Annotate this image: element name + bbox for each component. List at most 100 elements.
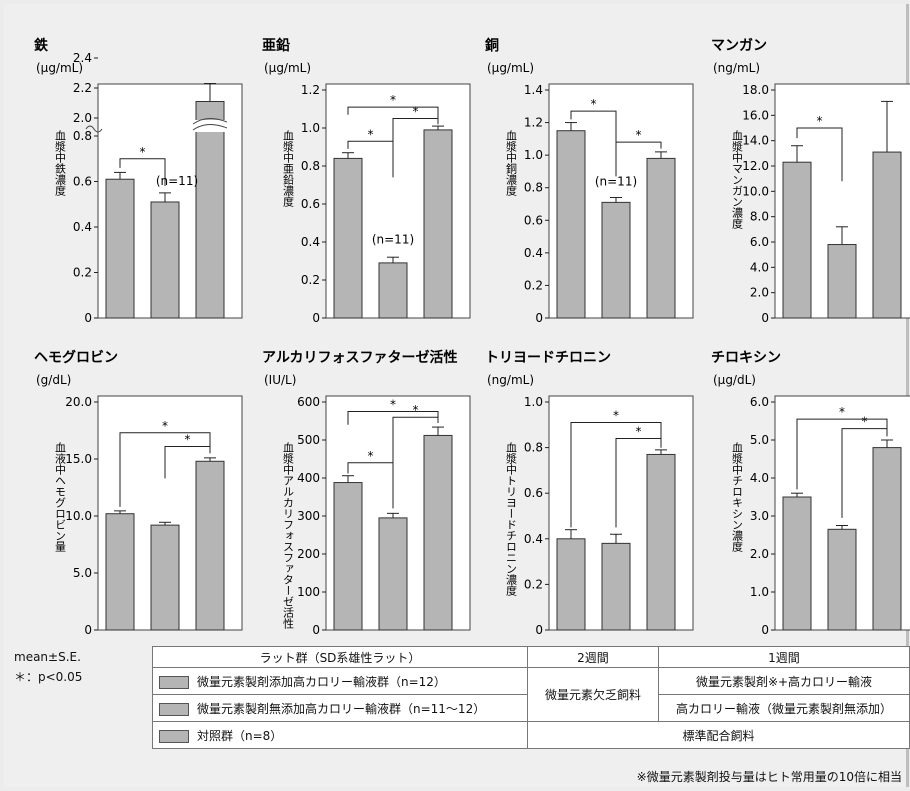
y-tick-label: 0 bbox=[312, 623, 320, 637]
bar bbox=[827, 244, 857, 319]
chart-svg: ヘモグロビン (g/dL) 0 5.0 10.0 15.0 20.0 血液中ヘモグロビン量 * * bbox=[34, 349, 243, 637]
legend-table: ラット群（SD系雄性ラット） 2週間 1週間 微量元素製剤添加高カロリー輸液群（… bbox=[152, 646, 910, 760]
y-tick-label: 0 bbox=[312, 311, 320, 325]
significance-star: * bbox=[613, 409, 619, 423]
y-tick-label: 1.2 bbox=[301, 83, 320, 97]
bar-break-gap bbox=[195, 120, 225, 132]
y-tick-label: 14.0 bbox=[742, 134, 769, 148]
chart-title: チロキシン bbox=[711, 350, 781, 366]
chart-panel: 鉄 (μg/mL) 0 0.2 0.4 0.6 0.8 2.0 2.2 2.4 血漿中鉄濃度 * (n=… bbox=[12, 34, 243, 338]
y-tick-label: 200 bbox=[297, 547, 320, 561]
y-tick-label: 0.4 bbox=[524, 532, 543, 546]
y-tick-label: 300 bbox=[297, 509, 320, 523]
bar bbox=[827, 528, 857, 631]
significance-bracket bbox=[119, 432, 211, 507]
y-tick-label: 0.6 bbox=[524, 213, 543, 227]
y-tick-label: 0 bbox=[535, 623, 543, 637]
y-tick-label: 1.0 bbox=[301, 121, 320, 135]
bar bbox=[423, 434, 453, 631]
legend-row: 対照群（n=8） 標準配合飼料 bbox=[152, 721, 910, 749]
chart-title: 銅 bbox=[485, 37, 499, 54]
chart-title: 鉄 bbox=[34, 37, 49, 54]
y-tick-label: 0 bbox=[84, 623, 92, 637]
legend-header-group: ラット群（SD系雄性ラット） bbox=[152, 646, 528, 668]
significance-star: * bbox=[368, 127, 374, 141]
bar bbox=[378, 262, 408, 319]
bar bbox=[601, 542, 631, 631]
significance-star: * bbox=[862, 415, 868, 429]
chart-panel: マンガン (ng/mL) 0 2.0 4.0 6.0 8.0 10.0 12.0 14.0 16.0… bbox=[689, 34, 910, 338]
bar bbox=[105, 513, 135, 631]
y-tick-label: 1.0 bbox=[750, 585, 769, 599]
chart-svg: トリヨードチロニン (ng/mL) 0 0.2 0.4 0.6 0.8 1.0 血漿中トリヨード… bbox=[485, 350, 694, 637]
unit-label: (μg/mL) bbox=[487, 61, 534, 75]
unit-label: (ng/mL) bbox=[713, 61, 760, 75]
chart-svg: マンガン (ng/mL) 0 2.0 4.0 6.0 8.0 10.0 12.0 14.0 16.0… bbox=[711, 38, 910, 325]
y-tick-label: 500 bbox=[297, 433, 320, 447]
unit-label: (μg/dL) bbox=[713, 373, 756, 387]
bar bbox=[782, 496, 812, 631]
significance-star: * bbox=[636, 424, 642, 438]
unit-label: (μg/mL) bbox=[36, 61, 83, 75]
legend-header-1week: 1週間 bbox=[658, 646, 910, 668]
y-tick-label: 10.0 bbox=[742, 184, 769, 198]
y-tick-label: 4.0 bbox=[750, 471, 769, 485]
chart-panel: 亜鉛 (μg/mL) 0 0.2 0.4 0.6 0.8 1.0 1.2 血漿中亜鉛濃度 * * * (n… bbox=[240, 34, 471, 338]
chart-panel: チロキシン (μg/dL) 0 1.0 2.0 3.0 4.0 5.0 6.0 血漿中チロキシン濃… bbox=[689, 346, 910, 650]
significance-star: * bbox=[390, 398, 396, 412]
significance-star: * bbox=[368, 449, 374, 463]
significance-bracket bbox=[347, 140, 394, 178]
y-tick-label: 0.8 bbox=[524, 181, 543, 195]
chart-svg: アルカリフォスファターゼ活性 (IU/L) 0 100 200 300 400 500 600 血… bbox=[262, 349, 471, 637]
y-axis-label: 血漿中アルカリフォスファターゼ活性 bbox=[282, 441, 295, 630]
y-tick-label: 2.0 bbox=[750, 286, 769, 300]
y-tick-label: 0.2 bbox=[524, 278, 543, 292]
significance-bracket bbox=[119, 158, 166, 187]
significance-star: * bbox=[162, 419, 168, 433]
significance-bracket bbox=[570, 110, 617, 149]
axis-break-mark bbox=[85, 125, 103, 133]
y-tick-label: 20.0 bbox=[65, 395, 92, 409]
unit-label: (IU/L) bbox=[264, 373, 296, 387]
y-tick-label: 0.4 bbox=[301, 235, 320, 249]
chart-panel: 銅 (μg/mL) 0 0.2 0.4 0.6 0.8 1.0 1.2 1.4 血漿中銅濃度 * * (n… bbox=[463, 34, 694, 338]
bar bbox=[378, 517, 408, 631]
bar bbox=[333, 482, 363, 631]
significance-star: * bbox=[817, 114, 823, 128]
y-tick-label: 0.6 bbox=[301, 197, 320, 211]
y-tick-label: 0.4 bbox=[524, 246, 543, 260]
chart-svg: チロキシン (μg/dL) 0 1.0 2.0 3.0 4.0 5.0 6.0 血漿中チロキシン濃… bbox=[711, 350, 910, 637]
y-tick-label: 3.0 bbox=[750, 509, 769, 523]
y-axis-label: 血液中ヘモグロビン量 bbox=[54, 441, 67, 552]
y-tick-label: 0.6 bbox=[73, 175, 92, 189]
y-tick-label: 8.0 bbox=[750, 210, 769, 224]
bar bbox=[556, 538, 586, 631]
y-axis-label: 血漿中亜鉛濃度 bbox=[282, 129, 295, 208]
significance-star: * bbox=[140, 145, 146, 159]
legend-row: 微量元素製剤無添加高カロリー輸液群（n=11〜12） 高カロリー輸液（微量元素製… bbox=[152, 694, 910, 722]
y-tick-label: 0.2 bbox=[301, 273, 320, 287]
y-tick-label: 0.8 bbox=[301, 159, 320, 173]
significance-star: * bbox=[413, 403, 419, 417]
bar bbox=[601, 201, 631, 319]
bar bbox=[646, 453, 676, 631]
chart-title: トリヨードチロニン bbox=[485, 350, 611, 366]
legend-group-label: 微量元素製剤無添加高カロリー輸液群（n=11〜12） bbox=[197, 701, 486, 716]
y-tick-label: 0.2 bbox=[73, 266, 92, 280]
legend-row: 微量元素製剤添加高カロリー輸液群（n=12） 微量元素欠乏飼料 微量元素製剤※+… bbox=[152, 667, 910, 722]
unit-label: (μg/mL) bbox=[264, 61, 311, 75]
bar bbox=[782, 161, 812, 319]
significance-star: * bbox=[413, 105, 419, 119]
y-tick-label: 0.8 bbox=[73, 129, 92, 143]
chart-svg: 鉄 (μg/mL) 0 0.2 0.4 0.6 0.8 2.0 2.2 2.4 血漿中鉄濃度 * (n=… bbox=[34, 37, 243, 325]
chart-panel: ヘモグロビン (g/dL) 0 5.0 10.0 15.0 20.0 血液中ヘモグロビン量 * * bbox=[12, 346, 243, 650]
y-tick-label: 15.0 bbox=[65, 452, 92, 466]
unit-label: (g/dL) bbox=[36, 373, 71, 387]
significance-bracket bbox=[570, 422, 662, 528]
bar bbox=[872, 447, 902, 631]
y-tick-label: 5.0 bbox=[73, 566, 92, 580]
y-tick-label: 1.0 bbox=[524, 395, 543, 409]
chart-panel: トリヨードチロニン (ng/mL) 0 0.2 0.4 0.6 0.8 1.0 血漿中トリヨード… bbox=[463, 346, 694, 650]
footnote: ※微量元素製剤投与量はヒト常用量の10倍に相当 bbox=[636, 770, 902, 784]
legend-group-label: 対照群（n=8） bbox=[197, 728, 283, 743]
